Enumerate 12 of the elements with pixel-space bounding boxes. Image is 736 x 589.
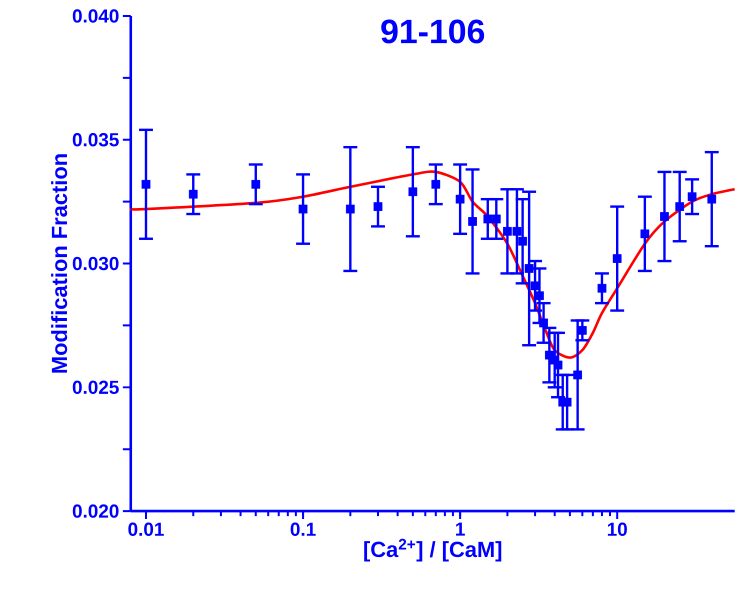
y-tick-label: 0.025 [72,380,119,394]
x-tick-label: 0.1 [290,522,316,536]
y-tick-label: 0.030 [72,256,119,270]
x-axis-title: [Ca$^{2+}$] / [CaM] [364,538,502,562]
x-tick-label: 10 [608,522,627,536]
chart-title: 91-106 [381,19,484,44]
y-axis-title: Modification Fraction [51,154,68,373]
y-tick-label: 0.020 [72,504,119,518]
x-tick-label: 0.01 [128,522,164,536]
y-tick-label: 0.035 [72,133,119,146]
y-tick-label: 0.040 [72,9,119,23]
x-tick-label: 1 [456,522,465,536]
